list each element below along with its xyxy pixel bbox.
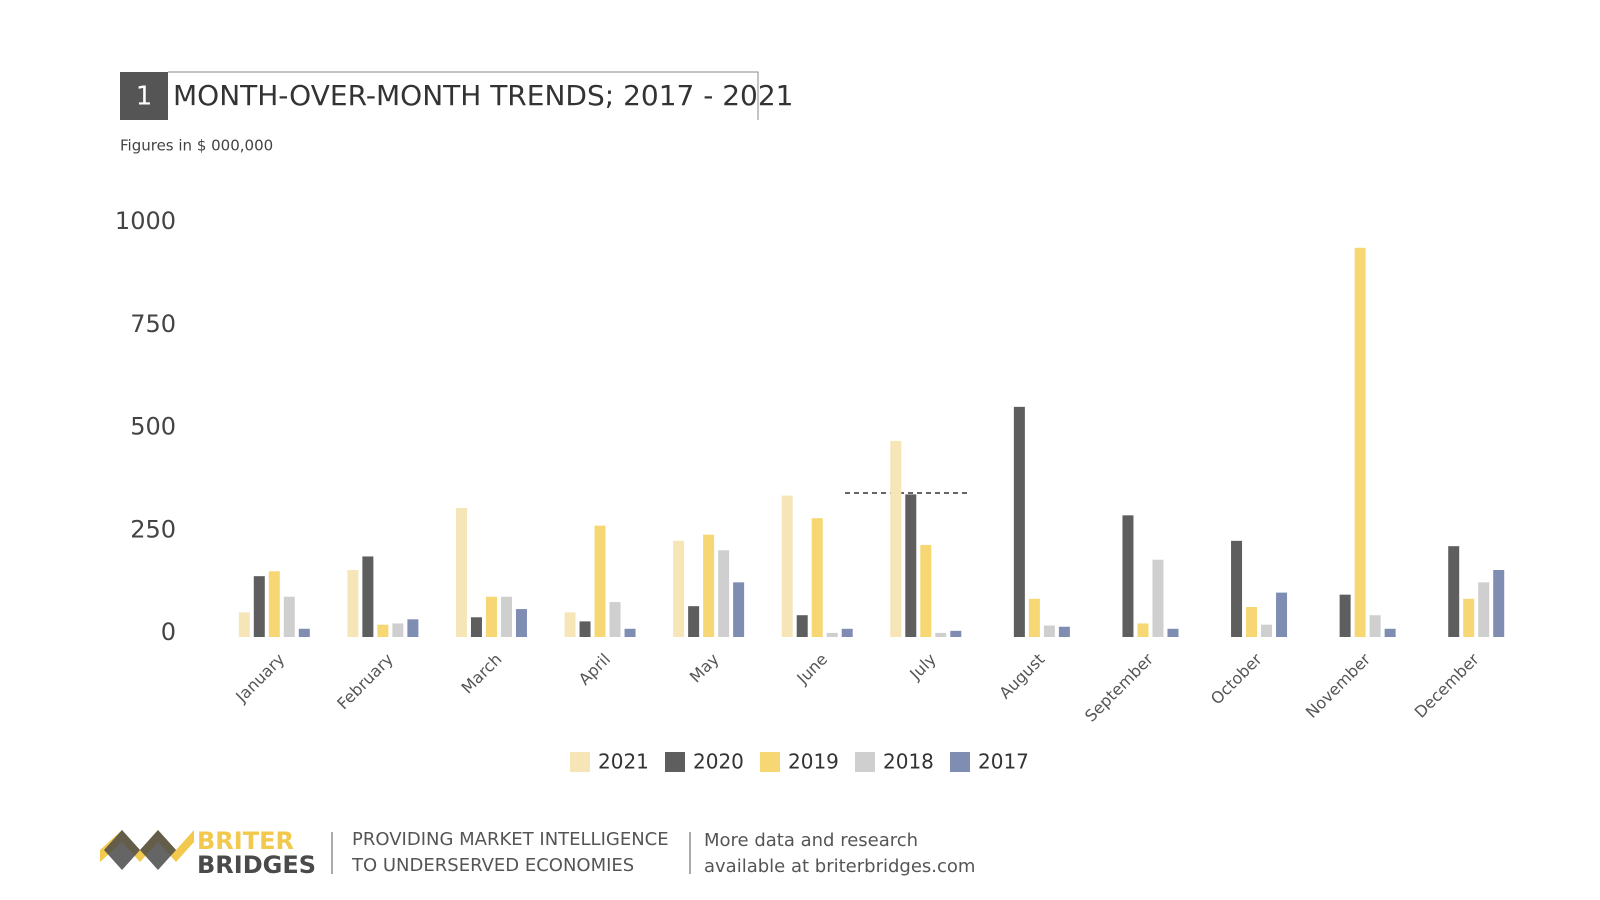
title-badge [120,72,168,120]
tagline: PROVIDING MARKET INTELLIGENCE [352,829,669,850]
legend-label: 2020 [693,750,744,774]
x-tick-label: August [995,650,1048,703]
logo-mark [104,830,140,870]
legend-swatch [760,752,780,772]
legend-label: 2021 [598,750,649,774]
bar [377,624,389,637]
bar [594,525,606,637]
bar [564,612,576,637]
x-tick-label: February [333,650,397,714]
bar [1493,570,1505,637]
bar [1354,247,1366,637]
title-frame [168,71,759,120]
tagline: TO UNDERSERVED ECONOMIES [351,855,634,876]
more-info: More data and research [704,830,918,851]
bar [515,609,527,637]
bar [1246,606,1258,637]
bar [1043,625,1055,637]
bar [1028,598,1040,637]
bar [268,571,280,637]
bar [283,596,295,637]
bar [298,628,310,637]
logo [100,830,194,870]
x-tick-label: October [1207,649,1266,708]
bar [392,623,404,637]
bar [407,619,419,637]
legend-swatch [855,752,875,772]
chart-title: MONTH-OVER-MONTH TRENDS; 2017 - 2021 [173,79,793,112]
bar [362,556,374,637]
legend-label: 2017 [978,750,1029,774]
bar [579,621,591,637]
bar [1339,594,1351,637]
x-tick-label: June [792,650,831,689]
bar [470,617,482,637]
logo-mark [140,830,176,870]
bar [1276,592,1288,637]
bar [624,628,636,637]
brand-top: BRITER [197,827,294,855]
bar [935,632,947,637]
x-tick-label: September [1081,649,1157,725]
bar [1478,582,1490,637]
subtitle: Figures in $ 000,000 [120,137,273,155]
y-tick-label: 750 [130,310,176,338]
bar [1122,515,1134,637]
bar [485,596,497,637]
y-tick-label: 0 [161,618,176,646]
bar [826,632,838,637]
bar [905,494,917,637]
bar [811,518,823,637]
bar [1231,540,1243,637]
bar [688,606,700,637]
legend-swatch [665,752,685,772]
bar [1058,626,1070,637]
x-tick-label: March [458,650,506,698]
bar [950,630,962,637]
x-tick-label: December [1411,649,1483,721]
bar [347,570,359,637]
y-tick-label: 1000 [115,207,176,235]
legend-swatch [950,752,970,772]
bar [718,550,730,637]
more-info: available at briterbridges.com [704,856,975,877]
title-number: 1 [136,82,153,112]
bar [609,602,621,637]
bar [1167,628,1179,637]
legend-label: 2019 [788,750,839,774]
bar [890,440,902,637]
legend-label: 2018 [883,750,934,774]
x-tick-label: July [905,650,939,684]
x-tick-label: November [1302,649,1375,722]
bar [1463,598,1475,637]
bar [1384,628,1396,637]
bar [781,495,793,637]
bar [1261,624,1273,637]
x-tick-label: May [686,650,723,687]
bar [703,534,715,637]
y-tick-label: 500 [130,413,176,441]
bar [1369,615,1381,637]
bar [253,576,265,637]
bar [796,615,808,637]
bar [841,628,853,637]
bar [1137,623,1149,637]
bar [1013,406,1025,637]
x-tick-label: January [231,650,288,707]
brand-bottom: BRIDGES [197,851,316,879]
legend-swatch [570,752,590,772]
y-tick-label: 250 [130,515,176,543]
bar [500,596,512,637]
bar [238,612,250,637]
bar [1448,546,1460,637]
bar [673,540,685,637]
bar [733,582,745,637]
bar [920,544,932,637]
x-tick-label: April [575,650,614,689]
bar [455,507,467,637]
bar [1152,559,1164,637]
